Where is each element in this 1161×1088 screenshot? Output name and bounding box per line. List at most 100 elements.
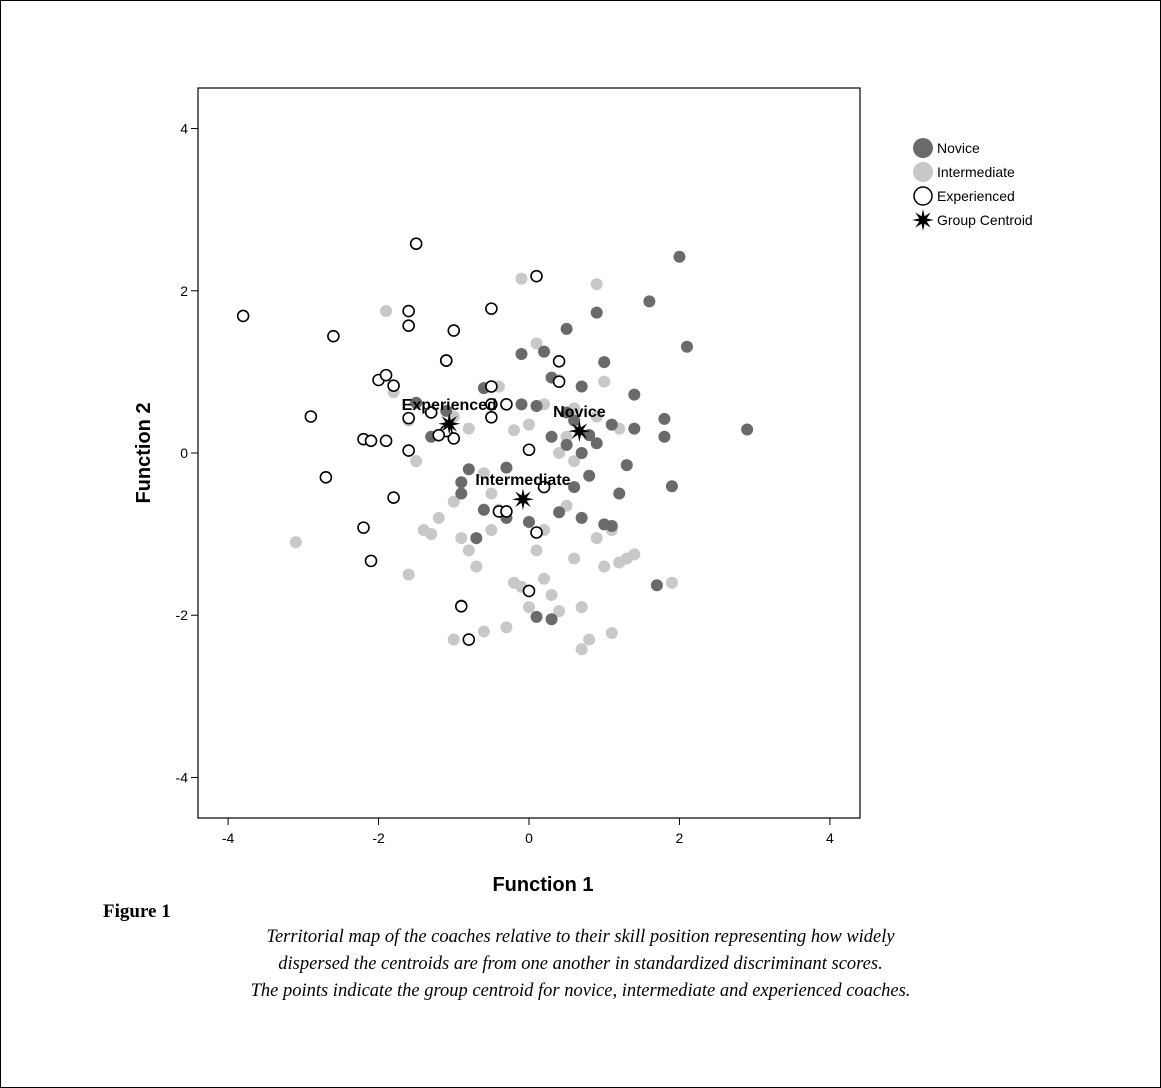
legend-label: Experienced — [937, 188, 1015, 204]
point-novice — [545, 430, 558, 443]
point-intermediate — [598, 375, 611, 388]
x-tick-label: 0 — [525, 830, 533, 846]
point-experienced — [439, 354, 453, 367]
point-novice — [628, 388, 641, 401]
centroid-label: Experienced — [402, 397, 497, 414]
point-novice — [410, 396, 423, 409]
point-intermediate — [507, 424, 520, 437]
point-intermediate — [590, 278, 603, 291]
point-experienced — [387, 379, 400, 392]
point-experienced — [387, 491, 400, 504]
point-novice — [590, 306, 603, 319]
point-intermediate — [553, 605, 566, 618]
point-novice — [500, 461, 513, 474]
point-intermediate — [380, 305, 393, 318]
point-intermediate — [462, 544, 475, 557]
y-tick-label: 2 — [180, 283, 188, 299]
point-experienced — [327, 329, 340, 343]
point-intermediate — [447, 633, 460, 646]
point-experienced — [364, 434, 378, 448]
point-novice — [462, 463, 475, 476]
point-intermediate — [477, 467, 490, 480]
point-experienced — [537, 480, 551, 494]
point-novice — [477, 503, 490, 516]
point-novice — [470, 532, 483, 545]
point-experienced — [364, 554, 378, 568]
legend-marker-experienced — [913, 186, 933, 206]
point-experienced — [462, 633, 476, 646]
axis-ticks: -4 -2 0 2 4 -4 -2 0 2 4 — [176, 121, 834, 846]
point-novice — [530, 610, 543, 623]
y-tick-label: -2 — [176, 607, 189, 623]
point-intermediate — [447, 495, 460, 508]
point-experienced — [432, 428, 446, 442]
x-tick-label: 4 — [826, 830, 834, 846]
point-intermediate — [515, 272, 528, 285]
point-experienced — [379, 368, 393, 382]
point-experienced — [402, 304, 415, 318]
point-intermediate — [628, 548, 641, 561]
centroid-labels: Experienced Novice Intermediate — [402, 397, 606, 489]
point-intermediate — [575, 601, 588, 614]
point-experienced — [552, 355, 566, 368]
point-novice — [650, 579, 663, 592]
point-novice — [605, 520, 618, 532]
point-intermediate — [462, 422, 475, 435]
point-novice — [530, 399, 543, 412]
caption-line-2: dispersed the centroids are from one ano… — [278, 954, 883, 974]
point-novice — [560, 406, 573, 419]
point-intermediate — [605, 627, 618, 640]
point-novice — [560, 438, 573, 451]
point-novice — [455, 487, 468, 500]
point-intermediate — [477, 625, 490, 638]
point-experienced — [522, 443, 536, 457]
x-tick-label: 2 — [676, 830, 684, 846]
x-tick-label: -2 — [372, 830, 385, 846]
legend-marker-centroid — [912, 209, 934, 231]
point-intermediate — [545, 588, 558, 601]
point-intermediate — [455, 532, 468, 545]
point-experienced — [454, 599, 468, 613]
point-novice — [575, 447, 588, 459]
legend-label: Group Centroid — [937, 212, 1033, 228]
territorial-map-chart: Function 2 Function 1 -4 -2 0 2 4 -4 -2 0 2 4 Exp… — [133, 87, 1033, 896]
point-intermediate — [568, 455, 581, 468]
point-experienced — [402, 319, 415, 332]
point-experienced — [530, 526, 543, 539]
point-novice — [741, 423, 754, 436]
group-centroid-star — [568, 420, 591, 443]
data-points — [236, 237, 754, 656]
point-novice — [575, 380, 588, 393]
point-experienced — [485, 411, 498, 424]
point-experienced — [402, 444, 415, 457]
point-novice — [590, 437, 603, 450]
point-experienced — [379, 434, 393, 448]
point-intermediate — [575, 643, 588, 656]
point-novice — [665, 480, 678, 493]
point-intermediate — [530, 544, 543, 557]
point-experienced — [485, 302, 498, 315]
point-intermediate — [470, 560, 483, 573]
point-experienced — [447, 432, 461, 445]
point-experienced — [552, 375, 566, 388]
point-intermediate — [432, 511, 445, 524]
point-novice — [515, 398, 528, 411]
legend: Novice Intermediate Experienced Group Centr… — [912, 138, 1033, 231]
point-experienced — [447, 324, 461, 337]
point-intermediate — [523, 418, 535, 431]
point-novice — [515, 348, 528, 361]
centroid-label: Novice — [553, 404, 606, 421]
centroid-label: Intermediate — [475, 472, 570, 489]
legend-label: Novice — [937, 140, 980, 156]
point-novice — [538, 345, 551, 358]
point-experienced — [236, 309, 250, 323]
group-centroid-star — [511, 488, 534, 511]
point-novice — [605, 418, 618, 431]
point-experienced — [500, 505, 513, 518]
point-experienced — [424, 406, 438, 419]
point-intermediate — [410, 455, 423, 468]
point-intermediate — [598, 560, 611, 573]
point-experienced — [402, 411, 415, 425]
point-experienced — [522, 584, 536, 598]
